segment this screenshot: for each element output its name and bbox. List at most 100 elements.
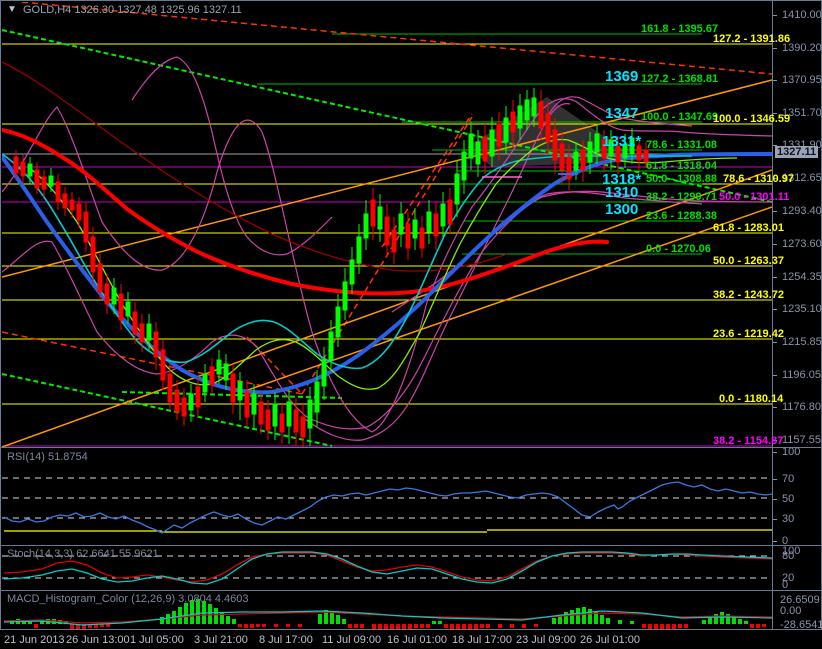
stoch-y-label: 100	[782, 545, 801, 557]
price-y-tick	[773, 309, 777, 310]
ma-dark-red	[2, 61, 508, 272]
rsi-y-tick	[773, 519, 777, 520]
symbol-header: GOLD,H4 1326.30 1327.48 1325.96 1327.11	[23, 4, 242, 16]
time-axis-label: 16 Jul 01:00	[387, 634, 447, 646]
macd-axis-separator	[772, 591, 773, 629]
fib-level-label: 1331*	[602, 133, 642, 150]
time-axis-label: 23 Jul 09:00	[516, 634, 576, 646]
fib-level-label: 1310	[605, 184, 639, 201]
price-y-tick	[773, 178, 777, 179]
time-axis-label: 3 Jul 21:00	[194, 634, 248, 646]
price-y-tick	[773, 440, 777, 441]
band-lower	[2, 190, 772, 430]
stoch-plot-area[interactable]	[2, 547, 772, 591]
fib-level-label: 50.0 - 1301.11	[719, 191, 790, 203]
chart-dropdown-icon[interactable]: ▼	[7, 4, 17, 15]
macd-y-label: -28.6541	[780, 619, 822, 631]
price-chart-svg	[2, 2, 772, 448]
rsi-header: RSI(14) 51.8754	[7, 451, 88, 463]
fib-level-label: 161.8 - 1395.67	[641, 23, 719, 35]
time-axis: 21 Jun 2013 26 Jun 13:00 1 Jul 05:00 3 Jul …	[0, 629, 822, 649]
fib-level-label: 61.8 - 1318.04	[646, 160, 717, 172]
band-upper	[2, 98, 772, 433]
rsi-chart-svg	[2, 477, 772, 534]
fib-level-label: 0.0 - 1270.06	[646, 243, 711, 255]
price-y-label: 1410.00	[782, 9, 822, 21]
macd-signal-line	[3, 611, 772, 624]
fib-level-label: 50.0 - 1308.88	[646, 173, 717, 185]
trendline-red-dashed-upper	[21, 2, 772, 75]
price-plot-area[interactable]	[2, 2, 772, 448]
rsi-y-label: 100	[782, 446, 801, 458]
fib-level-label: 100.0 - 1347.69	[641, 111, 719, 123]
ma-blue	[2, 152, 772, 395]
fib-level-label: 78.6 - 1331.08	[646, 139, 717, 151]
fib-level-label: 1318*	[602, 171, 642, 188]
stoch-k-line	[3, 551, 772, 585]
price-y-label: 1176.80	[782, 401, 821, 413]
fib-level-label: 38.2 - 1299.71	[646, 191, 717, 203]
time-axis-label: 1 Jul 05:00	[130, 634, 184, 646]
price-y-label: 1254.35	[782, 271, 822, 283]
time-axis-label: 26 Jul 01:00	[580, 634, 640, 646]
price-y-label: 1390.20	[782, 42, 822, 54]
rsi-panel[interactable]: RSI(14) 51.8754 100 70 50 30 0	[0, 446, 822, 547]
rsi-y-tick	[773, 541, 777, 542]
price-y-label: 1312.65	[782, 172, 822, 184]
macd-y-label: 0.00	[780, 605, 802, 617]
macd-y-label: 26.6509	[780, 594, 820, 606]
price-y-tick	[773, 407, 777, 408]
price-y-label: 1273.60	[782, 238, 822, 250]
macd-plot-area[interactable]	[2, 592, 772, 630]
band-extra-b	[301, 103, 571, 441]
stoch-header: Stoch(14,3,3) 62.6641 55.9621	[7, 548, 159, 560]
price-y-tick	[773, 244, 777, 245]
price-y-label: 1215.85	[782, 336, 822, 348]
price-axis-separator	[772, 1, 773, 447]
rsi-y-label: 0	[782, 535, 789, 547]
price-y-tick	[773, 80, 777, 81]
fib-level-label: 61.8 - 1283.01	[713, 222, 784, 234]
price-y-label: 1157.55	[782, 434, 821, 446]
stoch-y-label: 0	[782, 579, 789, 591]
rsi-y-label: 70	[782, 473, 795, 485]
price-y-label: 1293.40	[782, 205, 822, 217]
price-y-tick	[773, 342, 777, 343]
price-y-tick	[773, 145, 777, 146]
fib-level-label: 127.2 - 1368.81	[641, 73, 719, 85]
fib-level-label: 100.0 - 1346.59	[713, 113, 791, 125]
time-axis-label: 11 Jul 09:00	[322, 634, 382, 646]
fib-level-label: 1369	[605, 68, 639, 85]
fib-level-label: 78.6 - 1310.97	[723, 173, 794, 185]
trendline-green-lower-a	[2, 373, 333, 447]
price-y-tick	[773, 211, 777, 212]
band-extra-a	[131, 56, 333, 256]
trendline-red-dashed-lower	[2, 331, 303, 395]
fib-level-label: 23.6 - 1219.42	[713, 328, 784, 340]
stoch-d-line	[3, 552, 772, 583]
macd-header: MACD_Histogram_Color (12,26,9) 3.0804 4.…	[7, 593, 249, 605]
trendline-green-upper	[2, 29, 772, 203]
price-y-label: 1370.95	[782, 74, 822, 86]
time-axis-label: 21 Jun 2013	[4, 634, 65, 646]
price-y-label: 1196.05	[782, 369, 821, 381]
time-axis-label: 26 Jun 13:00	[66, 634, 130, 646]
price-panel[interactable]: ▼ GOLD,H4 1326.30 1327.48 1325.96 1327.1…	[0, 0, 822, 448]
trendline-orange-lower	[2, 169, 772, 448]
rsi-y-tick	[773, 452, 777, 453]
macd-panel[interactable]: MACD_Histogram_Color (12,26,9) 3.0804 4.…	[0, 590, 822, 631]
rsi-axis-separator	[772, 448, 773, 545]
rsi-plot-area[interactable]	[2, 449, 772, 546]
stochastic-panel[interactable]: Stoch(14,3,3) 62.6641 55.9621 100 80 20 0	[0, 545, 822, 591]
fib-level-label: 23.6 - 1288.38	[646, 210, 717, 222]
trendline-orange-upper	[2, 79, 772, 278]
stoch-chart-svg	[2, 551, 772, 585]
time-axis-label: 8 Jul 17:00	[259, 634, 313, 646]
fib-level-label: 38.2 - 1154.87	[713, 435, 784, 447]
price-y-tick	[773, 113, 777, 114]
rsi-y-label: 30	[782, 513, 795, 525]
stoch-y-label: 20	[782, 572, 795, 584]
price-y-tick	[773, 48, 777, 49]
price-y-tick	[773, 375, 777, 376]
